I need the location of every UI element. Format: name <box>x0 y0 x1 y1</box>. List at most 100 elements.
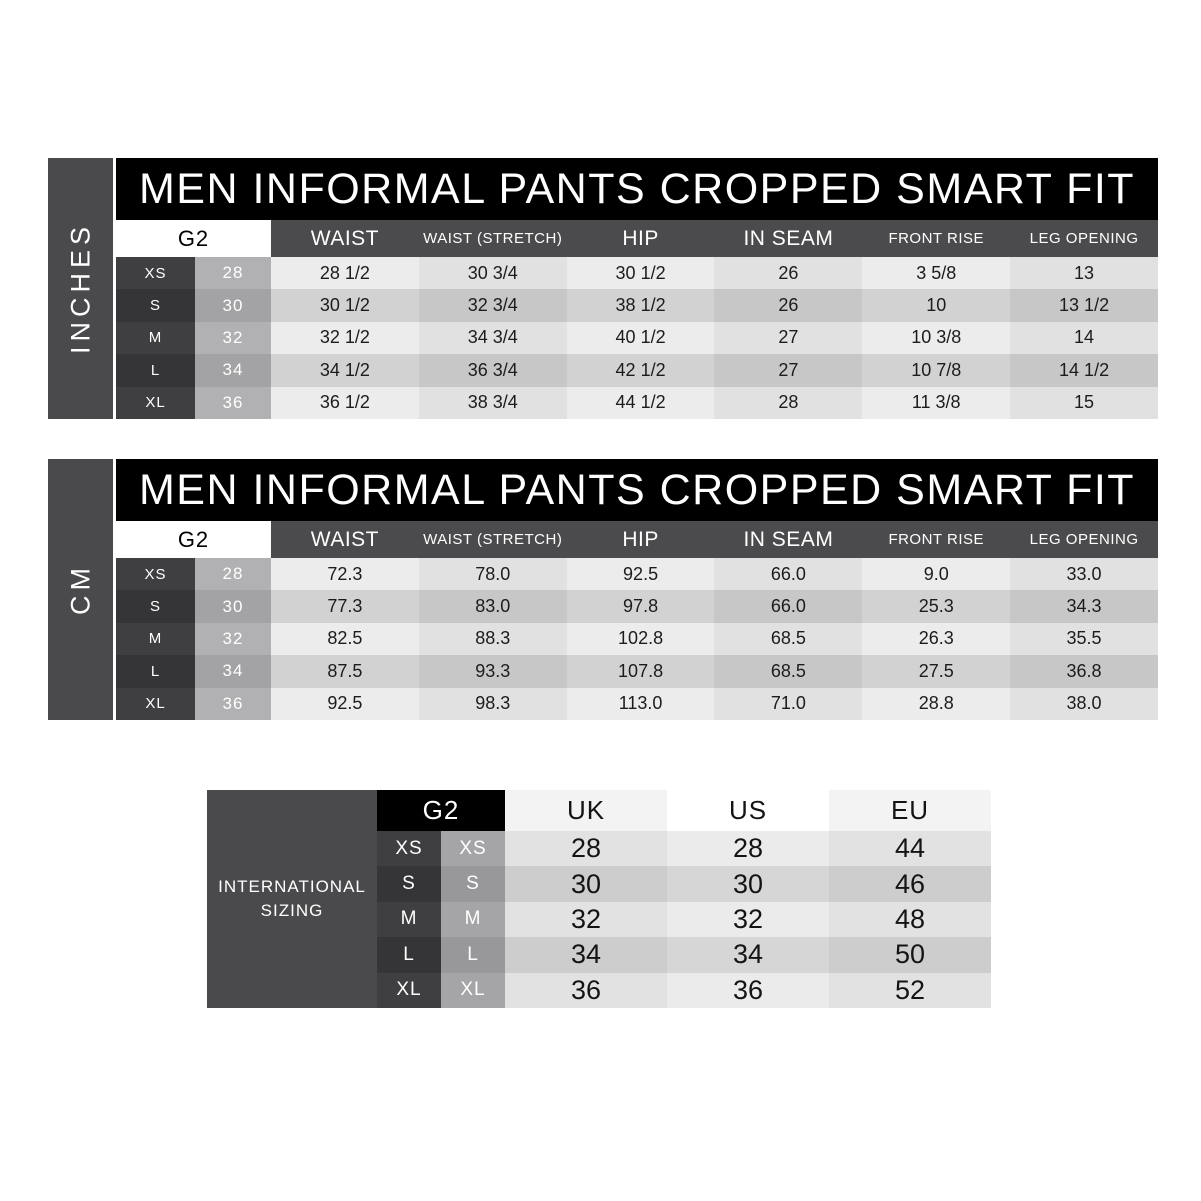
measurement-cell: 77.3 <box>271 590 419 623</box>
column-header-waist-stretch: WAIST (STRETCH) <box>418 220 567 257</box>
measurement-cell: 13 <box>1010 257 1158 290</box>
g2-header-cell: G2 <box>116 220 271 257</box>
region-size-cell: 30 <box>505 866 667 902</box>
measurement-cell: 15 <box>1010 386 1158 419</box>
size-number-cell: 30 <box>195 590 271 623</box>
measurement-cell: 88.3 <box>418 622 567 656</box>
measurement-cell: 28.8 <box>862 687 1011 720</box>
size-label-cell: XL <box>116 386 195 419</box>
size-label-cell: XL <box>116 687 195 720</box>
region-header-row: G2 UK US EU <box>377 790 991 831</box>
region-size-cell: 32 <box>505 901 667 938</box>
measurement-cell: 93.3 <box>418 655 567 688</box>
size-label-cell: M <box>441 901 505 938</box>
measurement-cell: 78.0 <box>418 558 567 591</box>
region-header-us: US <box>667 790 829 831</box>
column-header-inseam: IN SEAM <box>714 220 863 257</box>
region-header-uk: UK <box>505 790 667 831</box>
measurement-cell: 27 <box>714 321 863 355</box>
column-header-waist: WAIST <box>271 521 419 558</box>
unit-label-inches: INCHES <box>65 222 95 355</box>
measurement-cell: 34 1/2 <box>271 354 419 387</box>
table-title: MEN INFORMAL PANTS CROPPED SMART FIT <box>116 459 1158 521</box>
size-row-xs: XS XS 28 28 44 <box>377 831 991 867</box>
region-header-eu: EU <box>829 790 991 831</box>
inches-size-table: INCHES MEN INFORMAL PANTS CROPPED SMART … <box>48 158 1158 419</box>
size-number-cell: 36 <box>195 687 271 720</box>
region-size-cell: 30 <box>667 866 829 902</box>
measurement-cell: 13 1/2 <box>1010 289 1158 322</box>
measurement-cell: 10 <box>862 289 1011 322</box>
size-label-cell: S <box>441 866 505 902</box>
measurement-cell: 36 1/2 <box>271 386 419 419</box>
size-label-cell: XS <box>441 831 505 867</box>
column-header-row: G2 WAIST WAIST (STRETCH) HIP IN SEAM FRO… <box>116 220 1158 257</box>
measurement-cell: 30 1/2 <box>271 289 419 322</box>
inches-table-content: MEN INFORMAL PANTS CROPPED SMART FIT G2 … <box>116 158 1158 419</box>
g2-header-cell: G2 <box>377 790 505 831</box>
column-header-leg-opening: LEG OPENING <box>1010 220 1158 257</box>
column-header-front-rise: FRONT RISE <box>862 521 1011 558</box>
measurement-cell: 3 5/8 <box>862 257 1011 290</box>
g2-header-cell: G2 <box>116 521 271 558</box>
international-label-line1: INTERNATIONAL <box>218 877 366 897</box>
region-size-cell: 34 <box>505 937 667 973</box>
measurement-cell: 10 3/8 <box>862 321 1011 355</box>
measurement-cell: 87.5 <box>271 655 419 688</box>
region-size-cell: 48 <box>829 901 991 938</box>
measurement-cell: 97.8 <box>566 590 715 623</box>
region-size-cell: 34 <box>667 937 829 973</box>
region-size-cell: 36 <box>505 972 667 1008</box>
measurement-cell: 36.8 <box>1010 655 1158 688</box>
size-row-xs: XS 28 72.3 78.0 92.5 66.0 9.0 33.0 <box>116 558 1158 591</box>
size-row-l: L 34 87.5 93.3 107.8 68.5 27.5 36.8 <box>116 655 1158 688</box>
table-title: MEN INFORMAL PANTS CROPPED SMART FIT <box>116 158 1158 220</box>
size-label-cell: L <box>441 937 505 973</box>
measurement-cell: 30 1/2 <box>566 257 715 290</box>
measurement-cell: 113.0 <box>566 687 715 720</box>
measurement-cell: 26 <box>714 289 863 322</box>
size-label-cell: XS <box>116 257 195 290</box>
size-number-cell: 28 <box>195 558 271 591</box>
measurement-cell: 72.3 <box>271 558 419 591</box>
measurement-cell: 28 1/2 <box>271 257 419 290</box>
size-row-s: S 30 30 1/2 32 3/4 38 1/2 26 10 13 1/2 <box>116 289 1158 322</box>
measurement-cell: 38 1/2 <box>566 289 715 322</box>
size-number-cell: 32 <box>195 622 271 656</box>
international-sizing-block: INTERNATIONAL SIZING <box>207 790 377 1008</box>
measurement-cell: 34 3/4 <box>418 321 567 355</box>
measurement-cell: 14 1/2 <box>1010 354 1158 387</box>
measurement-cell: 44 1/2 <box>566 386 715 419</box>
size-row-l: L 34 34 1/2 36 3/4 42 1/2 27 10 7/8 14 1… <box>116 354 1158 387</box>
measurement-cell: 34.3 <box>1010 590 1158 623</box>
measurement-cell: 38 3/4 <box>418 386 567 419</box>
measurement-cell: 102.8 <box>566 622 715 656</box>
measurement-cell: 27.5 <box>862 655 1011 688</box>
measurement-cell: 71.0 <box>714 687 863 720</box>
size-number-cell: 32 <box>195 321 271 355</box>
measurement-cell: 68.5 <box>714 655 863 688</box>
size-label-cell: XL <box>441 972 505 1008</box>
measurement-cell: 42 1/2 <box>566 354 715 387</box>
size-label-cell: XS <box>116 558 195 591</box>
inches-unit-sidebar: INCHES <box>48 158 113 419</box>
international-table-content: G2 UK US EU XS XS 28 28 44 S S 30 30 46 … <box>377 790 991 1008</box>
measurement-cell: 35.5 <box>1010 622 1158 656</box>
measurement-cell: 92.5 <box>271 687 419 720</box>
measurement-cell: 38.0 <box>1010 687 1158 720</box>
column-header-row: G2 WAIST WAIST (STRETCH) HIP IN SEAM FRO… <box>116 521 1158 558</box>
measurement-cell: 32 1/2 <box>271 321 419 355</box>
measurement-cell: 107.8 <box>566 655 715 688</box>
size-row-xs: XS 28 28 1/2 30 3/4 30 1/2 26 3 5/8 13 <box>116 257 1158 290</box>
measurement-cell: 25.3 <box>862 590 1011 623</box>
measurement-cell: 82.5 <box>271 622 419 656</box>
measurement-cell: 40 1/2 <box>566 321 715 355</box>
size-label-cell: XL <box>377 972 441 1008</box>
size-row-l: L L 34 34 50 <box>377 937 991 973</box>
region-size-cell: 46 <box>829 866 991 902</box>
measurement-cell: 32 3/4 <box>418 289 567 322</box>
cm-size-table: CM MEN INFORMAL PANTS CROPPED SMART FIT … <box>48 459 1158 720</box>
size-label-cell: L <box>116 655 195 688</box>
column-header-waist: WAIST <box>271 220 419 257</box>
